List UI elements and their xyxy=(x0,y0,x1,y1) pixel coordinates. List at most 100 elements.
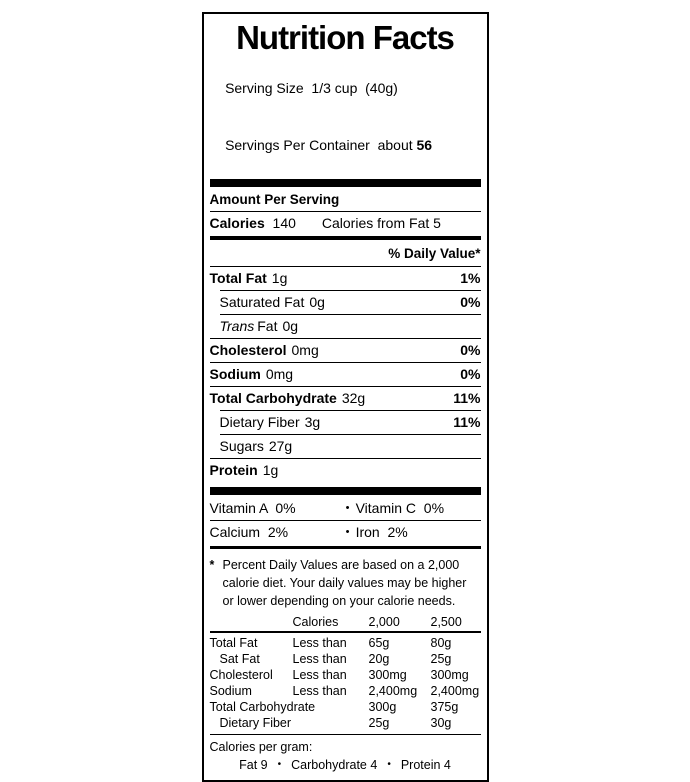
nutrient-name: Total Carbohydrate 32g xyxy=(210,387,366,410)
row-qualifier: Less than xyxy=(292,636,347,650)
nutrient-row-protein: Protein 1g xyxy=(210,459,481,482)
nutrient-amount: 32g xyxy=(341,390,366,406)
divider xyxy=(209,211,481,212)
nutrient-dv: 0% xyxy=(460,342,481,358)
vitamin-c: Vitamin C 0% xyxy=(355,500,445,516)
nutrient-dv: 0% xyxy=(460,366,481,382)
table-row-sodium: Sodium Less than 2,400mg 2,400mg xyxy=(210,683,481,699)
nutrient-label: Dietary Fiber xyxy=(219,414,300,430)
daily-value-header: % Daily Value* xyxy=(388,246,481,261)
servings-count: 56 xyxy=(416,137,433,153)
label-title: Nutrition Facts xyxy=(236,19,455,56)
row-value-2500: 300mg xyxy=(430,668,469,682)
divider-indented xyxy=(219,434,481,435)
divider-indented xyxy=(219,314,481,315)
calories-value: 140 xyxy=(272,215,296,231)
divider xyxy=(209,266,481,267)
table-cell-empty xyxy=(210,614,293,630)
nutrient-row-trans-fat: Trans Fat 0g xyxy=(210,315,481,338)
row-qualifier: Less than xyxy=(292,684,347,698)
row-value-2500: 2,400mg xyxy=(430,684,480,698)
nutrient-name: Saturated Fat 0g xyxy=(210,291,325,314)
row-value-2000: 20g xyxy=(368,652,390,666)
nutrition-facts-label: Nutrition Facts Serving Size 1/3 cup (40… xyxy=(201,12,489,782)
divider-indented xyxy=(219,410,481,411)
table-row-total-fat: Total Fat Less than 65g 80g xyxy=(210,635,481,651)
divider xyxy=(209,338,481,339)
nutrient-row-saturated-fat: Saturated Fat 0g 0% xyxy=(210,291,481,314)
divider-medium xyxy=(209,236,481,240)
row-name: Total Fat xyxy=(209,636,258,650)
row-value-2000: 65g xyxy=(368,636,390,650)
nutrient-amount: 0mg xyxy=(265,366,294,382)
nutrient-name: Trans Fat 0g xyxy=(210,315,299,338)
cpg-fat: Fat 9 xyxy=(239,758,268,772)
nutrient-dv: 11% xyxy=(453,390,481,406)
serving-size-text: Serving Size 1/3 cup (40g) xyxy=(225,80,398,96)
divider xyxy=(209,458,481,459)
daily-value-footnote: * Percent Daily Values are based on a 2,… xyxy=(210,552,481,612)
nutrient-dv: 0% xyxy=(460,294,481,310)
nutrient-name: Cholesterol 0mg xyxy=(210,339,319,362)
amount-per-serving-heading: Amount Per Serving xyxy=(209,192,340,207)
row-qualifier: Less than xyxy=(292,668,347,682)
header-calories: Calories xyxy=(292,615,339,629)
calories: Calories 140 xyxy=(210,212,296,235)
nutrient-label: Protein xyxy=(209,462,258,478)
divider-thick xyxy=(209,487,481,495)
row-value-2000: 2,400mg xyxy=(368,684,418,698)
nutrient-amount: 3g xyxy=(304,414,321,430)
nutrient-row-cholesterol: Cholesterol 0mg 0% xyxy=(210,339,481,362)
footnote-text: Percent Daily Values are based on a 2,00… xyxy=(222,558,467,608)
row-value-2000: 25g xyxy=(368,716,390,730)
iron: Iron 2% xyxy=(355,524,408,540)
nutrient-label: Total Fat xyxy=(209,270,267,286)
servings-per-container-line: Servings Per Container about 56 xyxy=(210,117,481,174)
calories-row: Calories 140 Calories from Fat 5 xyxy=(210,212,481,235)
vitamin-row-calcium-iron: Calcium 2% • Iron 2% xyxy=(210,521,481,544)
calcium: Calcium 2% xyxy=(209,524,289,540)
nutrient-label: Total Carbohydrate xyxy=(209,390,337,406)
calories-from-fat: Calories from Fat 5 xyxy=(322,212,441,235)
serving-size-line: Serving Size 1/3 cup (40g) xyxy=(210,60,481,117)
divider-thick xyxy=(209,179,481,187)
calories-from-fat-value: 5 xyxy=(433,215,441,231)
nutrient-name: Protein 1g xyxy=(210,459,279,482)
nutrient-name: Sugars 27g xyxy=(210,435,293,458)
bullet-separator: • xyxy=(387,759,391,770)
divider xyxy=(209,386,481,387)
nutrient-label: Sugars xyxy=(219,438,264,454)
table-row-sat-fat: Sat Fat Less than 20g 25g xyxy=(210,651,481,667)
nutrient-amount: 1g xyxy=(262,462,279,478)
nutrient-label: Saturated Fat xyxy=(219,294,305,310)
asterisk-marker: * xyxy=(209,558,215,572)
nutrient-row-total-fat: Total Fat 1g 1% xyxy=(210,267,481,290)
row-value-2500: 25g xyxy=(430,652,452,666)
nutrient-dv: 11% xyxy=(453,414,481,430)
row-name: Total Carbohydrate xyxy=(209,700,316,714)
vitamin-a: Vitamin A 0% xyxy=(209,500,296,516)
row-name: Sat Fat xyxy=(219,652,260,666)
table-row-total-carbohydrate: Total Carbohydrate 300g 375g xyxy=(210,699,481,715)
row-value-2500: 80g xyxy=(430,636,452,650)
divider-xsmall xyxy=(209,631,481,633)
nutrient-row-total-carbohydrate: Total Carbohydrate 32g 11% xyxy=(210,387,481,410)
row-value-2500: 30g xyxy=(430,716,452,730)
bullet-separator: • xyxy=(277,759,282,770)
nutrient-label: Cholesterol xyxy=(209,342,287,358)
nutrient-amount: 0g xyxy=(282,318,299,334)
nutrient-row-dietary-fiber: Dietary Fiber 3g 11% xyxy=(210,411,481,434)
nutrient-amount: 0g xyxy=(309,294,325,310)
servings-prefix: Servings Per Container about xyxy=(225,137,417,153)
nutrient-label: Fat xyxy=(257,318,278,334)
row-qualifier xyxy=(293,715,369,731)
nutrient-row-sugars: Sugars 27g xyxy=(210,435,481,458)
row-name: Cholesterol xyxy=(209,668,273,682)
calories-per-gram-values: Fat 9 • Carbohydrate 4 • Protein 4 xyxy=(210,756,481,774)
divider xyxy=(209,520,481,521)
row-qualifier xyxy=(293,699,369,715)
row-value-2000: 300mg xyxy=(368,668,407,682)
nutrient-name: Total Fat 1g xyxy=(210,267,288,290)
row-name: Sodium xyxy=(209,684,252,698)
nutrient-label-italic: Trans xyxy=(219,318,255,334)
